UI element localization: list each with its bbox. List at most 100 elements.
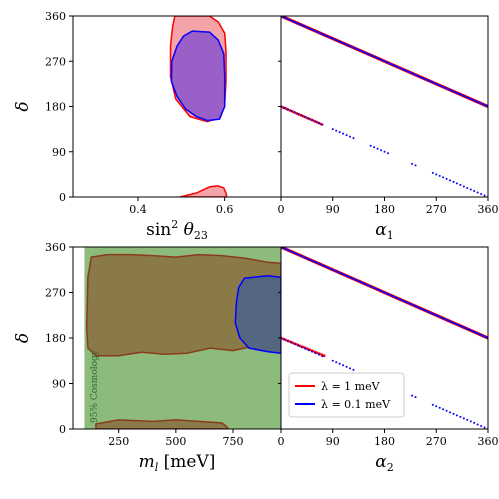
point-blue bbox=[383, 150, 386, 153]
point-blue bbox=[286, 108, 289, 111]
x-tick-label: 750 bbox=[223, 435, 244, 448]
x-tick-label: 360 bbox=[478, 203, 499, 216]
plot-area-top-right bbox=[281, 16, 488, 197]
x-tick-label: 90 bbox=[326, 203, 340, 216]
axes-frame-top-right bbox=[280, 15, 489, 198]
y-tick-label: 360 bbox=[45, 241, 66, 254]
point-blue bbox=[462, 185, 465, 188]
legend-label: λ = 0.1 meV bbox=[321, 398, 391, 411]
point-blue bbox=[342, 364, 345, 367]
legend-box bbox=[288, 372, 405, 418]
point-blue bbox=[459, 415, 462, 418]
point-blue bbox=[304, 116, 307, 119]
point-blue bbox=[369, 144, 372, 147]
point-blue bbox=[307, 349, 310, 352]
point-blue bbox=[342, 132, 345, 135]
y-tick-label: 0 bbox=[59, 423, 66, 436]
point-blue bbox=[352, 368, 355, 371]
point-blue bbox=[435, 173, 438, 176]
point-blue bbox=[455, 182, 458, 185]
point-blue bbox=[431, 171, 434, 174]
y-axis-label: δ bbox=[13, 333, 33, 343]
panel-bottom-left: 250 500 750 0 90 180 270 360 ml [meV] δ 95% Cosmol… bbox=[13, 241, 282, 474]
point-blue bbox=[338, 131, 341, 134]
point-blue bbox=[321, 355, 324, 358]
point-blue bbox=[455, 414, 458, 417]
point-blue bbox=[297, 113, 300, 116]
region-red-1 bbox=[179, 185, 228, 197]
x-tick-label: 360 bbox=[478, 435, 499, 448]
x-axis-label: α1 bbox=[375, 220, 393, 242]
point-blue bbox=[331, 359, 334, 362]
y-tick-label: 180 bbox=[45, 101, 66, 114]
point-blue bbox=[300, 114, 303, 117]
plot-area-bottom-left bbox=[84, 247, 281, 429]
x-axis-label: ml [meV] bbox=[139, 452, 216, 474]
point-blue bbox=[462, 417, 465, 420]
panel-top-left: 0.4 0.6 0 90 180 270 360 sin2 θ23 δ bbox=[13, 10, 282, 242]
point-blue bbox=[414, 396, 417, 399]
point-blue bbox=[304, 347, 307, 350]
point-blue bbox=[469, 420, 472, 423]
point-blue bbox=[449, 179, 452, 182]
point-blue bbox=[314, 120, 317, 123]
point-blue bbox=[476, 423, 479, 426]
point-blue bbox=[373, 146, 376, 149]
point-blue bbox=[414, 164, 417, 167]
x-tick-label: 0.6 bbox=[216, 203, 234, 216]
region-olive-1 bbox=[95, 419, 230, 429]
point-blue bbox=[311, 119, 314, 122]
cosmology-annotation: 95% Cosmology bbox=[90, 349, 100, 423]
point-blue bbox=[411, 162, 414, 165]
point-blue bbox=[476, 191, 479, 194]
point-blue bbox=[473, 189, 476, 192]
point-blue bbox=[445, 409, 448, 412]
point-blue bbox=[293, 343, 296, 346]
point-blue bbox=[307, 117, 310, 120]
point-blue bbox=[349, 135, 351, 138]
x-tick-label: 500 bbox=[165, 435, 186, 448]
x-tick-label: 250 bbox=[108, 435, 129, 448]
point-blue bbox=[445, 177, 448, 180]
point-blue bbox=[335, 361, 338, 364]
point-blue bbox=[345, 134, 348, 137]
point-blue bbox=[459, 183, 462, 186]
point-blue bbox=[380, 149, 383, 152]
point-blue bbox=[452, 180, 455, 183]
x-axis-label: α2 bbox=[375, 452, 393, 474]
x-tick-label: 0 bbox=[278, 203, 285, 216]
point-blue bbox=[338, 362, 341, 365]
region-blue-0 bbox=[170, 30, 226, 122]
plot-area-top-left bbox=[169, 16, 228, 197]
point-blue bbox=[349, 367, 351, 370]
y-tick-label: 0 bbox=[59, 191, 66, 204]
point-blue bbox=[335, 129, 338, 132]
point-blue bbox=[480, 192, 483, 195]
point-blue bbox=[314, 352, 317, 355]
panel-bottom-right: 0 90 180 270 360 α2 λ = 1 meV λ = 0.1 meV bbox=[278, 246, 499, 474]
point-blue bbox=[442, 176, 445, 179]
y-tick-label: 180 bbox=[45, 332, 66, 345]
point-blue bbox=[452, 412, 455, 415]
point-blue bbox=[286, 340, 289, 343]
y-tick-label: 270 bbox=[45, 287, 66, 300]
point-blue bbox=[411, 394, 414, 397]
point-blue bbox=[345, 365, 348, 368]
point-blue bbox=[317, 353, 320, 356]
point-blue bbox=[483, 426, 486, 429]
y-tick-label: 90 bbox=[52, 146, 66, 159]
y-tick-label: 90 bbox=[52, 378, 66, 391]
point-blue bbox=[283, 107, 286, 110]
point-blue bbox=[466, 186, 469, 189]
legend-label: λ = 1 meV bbox=[321, 380, 381, 393]
point-blue bbox=[449, 411, 452, 414]
point-blue bbox=[480, 424, 483, 427]
x-tick-label: 0.4 bbox=[129, 203, 147, 216]
point-blue bbox=[283, 338, 286, 341]
x-axis-label: sin2 θ23 bbox=[146, 218, 208, 242]
point-blue bbox=[469, 188, 472, 191]
point-blue bbox=[438, 174, 441, 177]
point-blue bbox=[321, 123, 324, 126]
point-blue bbox=[438, 406, 441, 409]
